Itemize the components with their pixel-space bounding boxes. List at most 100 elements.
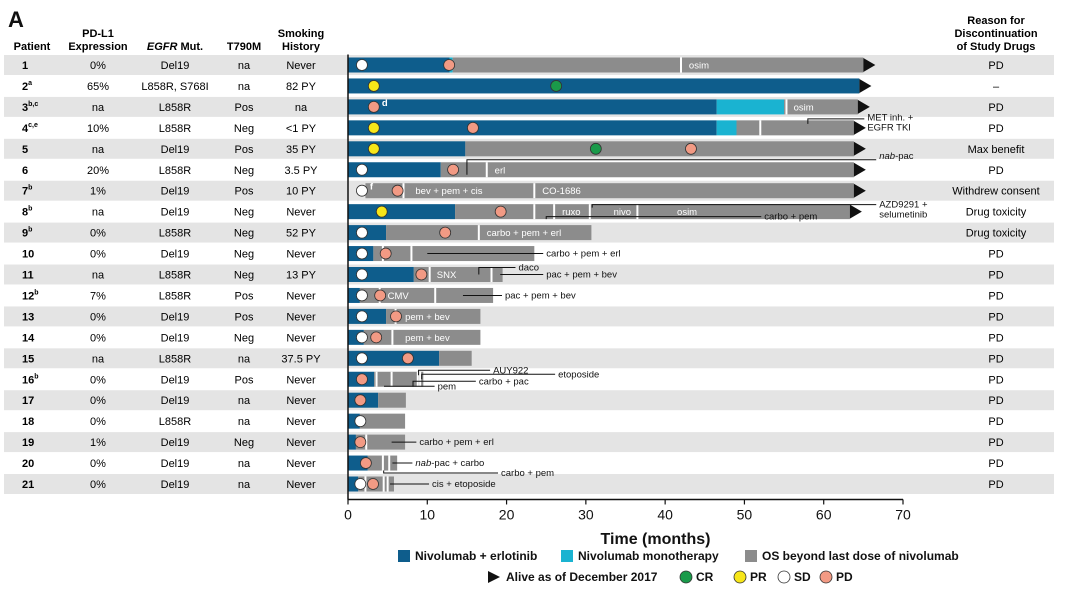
t790m-status: Pos: [235, 311, 254, 323]
response-pd-marker: [370, 331, 383, 344]
response-pd-marker: [494, 205, 507, 218]
x-tick-label: 70: [895, 506, 911, 522]
patient-id-number: 3: [22, 102, 28, 114]
patient-id: 16b: [22, 373, 39, 386]
egfr-mutation: L858R: [159, 270, 191, 282]
alive-arrow: [859, 78, 872, 93]
response-sd-marker: [354, 415, 367, 428]
response-cr-marker: [550, 80, 563, 92]
therapy-label: CMV: [388, 291, 410, 302]
patient-id-number: 6: [22, 165, 28, 177]
patient-id: 10: [22, 249, 34, 261]
callout-leader: [383, 385, 435, 387]
smoking-history: 52 PY: [286, 228, 317, 240]
patient-id-number: 15: [22, 353, 34, 365]
header-pdl1-line2: Expression: [68, 41, 128, 53]
header-smoking-line1: Smoking: [278, 28, 324, 40]
response-sd-marker: [356, 59, 368, 71]
discontinuation-reason: –: [993, 81, 1000, 93]
legend-swatch-nm: [561, 550, 573, 562]
patient-footnote: b,c: [28, 101, 38, 108]
patient-id-number: 18: [22, 416, 34, 428]
legend-label-nm: Nivolumab monotherapy: [578, 549, 719, 563]
egfr-mutation: L858R: [159, 102, 191, 114]
patient-id-number: 8: [22, 207, 28, 219]
segment-ne: [348, 57, 450, 73]
pdl1-expression: 0%: [90, 228, 106, 240]
row-shade: [4, 390, 1054, 411]
segment-os: [452, 57, 864, 73]
therapy-label: erl: [495, 165, 506, 176]
patient-id: 8b: [22, 206, 32, 219]
response-sd-marker: [356, 268, 368, 281]
discontinuation-reason: Drug toxicity: [966, 228, 1027, 240]
t790m-status: na: [238, 81, 251, 93]
response-pd-marker: [356, 373, 368, 386]
discontinuation-reason: PD: [988, 353, 1003, 365]
response-pd-marker: [439, 226, 452, 239]
header-reason-line2: Discontinuation: [954, 28, 1037, 40]
patient-id-number: 17: [22, 395, 34, 407]
egfr-mutation: Del19: [161, 144, 190, 156]
response-pr-marker: [375, 205, 388, 218]
segment-ne: [348, 141, 466, 157]
patient-footnote: c,e: [28, 122, 38, 129]
alive-arrow: [853, 120, 866, 135]
discontinuation-reason: Max benefit: [968, 144, 1025, 156]
patient-id-number: 11: [22, 270, 34, 282]
smoking-history: 10 PY: [286, 186, 317, 198]
egfr-mutation: L858R: [159, 353, 191, 365]
discontinuation-reason: Withdrew consent: [952, 186, 1039, 198]
table-header: Patient PD-L1 Expression EGFR Mut. T790M…: [14, 15, 1038, 53]
t790m-status: Neg: [234, 270, 254, 282]
callout-label: carbo + pac: [479, 376, 529, 387]
alive-arrow: [853, 141, 866, 156]
smoking-history: Never: [286, 458, 316, 470]
patient-footnote: b: [28, 227, 32, 234]
discontinuation-reason: PD: [988, 60, 1003, 72]
egfr-mutation: Del19: [161, 479, 190, 491]
callout-label: pac + pem + bev: [546, 270, 617, 281]
discontinuation-reason: PD: [988, 290, 1003, 302]
patient-id-number: 19: [22, 437, 34, 449]
egfr-mutation: L858R: [159, 123, 191, 135]
response-sd-marker: [356, 289, 368, 302]
callout-label: AZD9291 + selumetinib: [879, 200, 928, 221]
callout-leader: [418, 369, 491, 376]
callout-label: carbo + pem: [501, 468, 554, 479]
t790m-status: Neg: [234, 228, 254, 240]
alive-arrow: [849, 204, 862, 219]
event-footnote: f: [370, 182, 374, 193]
callout-label: cis + etoposide: [432, 479, 496, 490]
callout-text-italic: nab: [879, 151, 895, 162]
patient-id: 18: [22, 416, 34, 428]
response-sd-marker: [356, 310, 368, 323]
discontinuation-reason: PD: [988, 311, 1003, 323]
callout-text-line2: selumetinib: [879, 210, 927, 221]
patient-id: 12b: [22, 289, 39, 302]
alive-arrow: [853, 162, 866, 177]
discontinuation-reason: PD: [988, 270, 1003, 282]
egfr-mutation: Del19: [161, 395, 190, 407]
response-sd-marker: [356, 184, 368, 197]
segment-ne: [348, 287, 360, 303]
smoking-history: Never: [286, 249, 316, 261]
header-egfr-suffix: Mut.: [177, 41, 203, 53]
segment-ne: [348, 476, 359, 492]
egfr-mutation: Del19: [161, 60, 190, 72]
callout-label: carbo + pem + erl: [546, 249, 620, 260]
t790m-status: na: [238, 479, 251, 491]
legend-alive-arrow: [488, 571, 500, 583]
egfr-mutation: Del19: [161, 207, 190, 219]
smoking-history: 35 PY: [286, 144, 317, 156]
x-tick-label: 50: [737, 506, 753, 522]
t790m-status: na: [238, 60, 251, 72]
callout-text-rest: -pac + carbo: [431, 458, 484, 469]
pdl1-expression: na: [92, 207, 105, 219]
response-sd-marker: [356, 163, 368, 176]
callout-leader: [478, 267, 516, 275]
segment-os: [374, 371, 424, 387]
pdl1-expression: 10%: [87, 123, 109, 135]
therapy-label: ruxo: [562, 207, 580, 218]
